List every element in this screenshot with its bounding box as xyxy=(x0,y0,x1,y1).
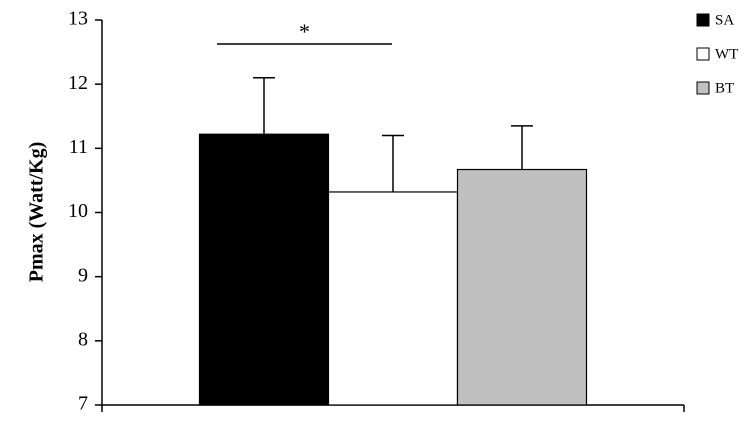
legend-label: BT xyxy=(715,80,734,96)
legend-swatch xyxy=(696,81,710,95)
legend-swatch xyxy=(696,47,710,61)
bar xyxy=(327,191,459,406)
legend-label: WT xyxy=(715,46,738,62)
y-tick-label: 12 xyxy=(68,72,88,94)
y-tick-label: 7 xyxy=(78,393,88,415)
y-tick-label: 10 xyxy=(68,200,88,222)
y-tick-label: 13 xyxy=(68,8,88,30)
bar xyxy=(456,168,588,406)
y-tick-label: 8 xyxy=(78,328,88,350)
bar xyxy=(198,133,330,406)
legend-swatch xyxy=(696,13,710,27)
significance-label: * xyxy=(299,19,310,44)
legend-label: SA xyxy=(715,12,734,28)
y-tick-label: 11 xyxy=(69,136,88,158)
y-axis-label: Pmax (Watt/Kg) xyxy=(26,142,48,283)
y-tick-label: 9 xyxy=(78,264,88,286)
